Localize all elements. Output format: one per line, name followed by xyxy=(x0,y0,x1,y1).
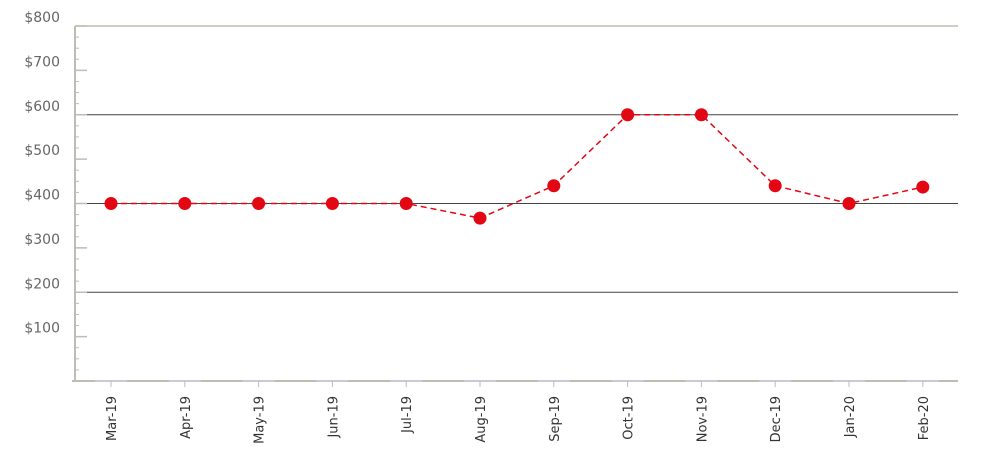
data-point xyxy=(916,180,930,194)
y-tick-label: $700 xyxy=(24,54,60,70)
data-point xyxy=(694,108,708,122)
x-tick-label: Mar-19 xyxy=(105,396,120,441)
data-point xyxy=(621,108,635,122)
x-tick-label: Nov-19 xyxy=(695,396,710,442)
x-tick-label: Sep-19 xyxy=(548,396,563,442)
data-point xyxy=(399,197,413,210)
data-point xyxy=(252,197,266,210)
y-tick-label: $500 xyxy=(24,143,60,159)
series xyxy=(104,108,930,225)
data-point xyxy=(178,197,192,210)
x-tick-label: Jul-19 xyxy=(400,396,415,434)
x-tick-label: Dec-19 xyxy=(769,396,784,442)
data-point xyxy=(842,197,856,210)
data-point xyxy=(768,179,782,193)
y-tick-label: $200 xyxy=(24,276,60,292)
y-axis-ticks: $100 $200 $300 $400 $500 $600 $700 $800 xyxy=(24,10,60,337)
x-axis-ticks: Mar-19 Apr-19 May-19 Jun-19 Jul-19 Aug-19 Sep-… xyxy=(105,396,932,444)
x-tick-label: Jun-19 xyxy=(326,396,341,439)
x-tick-label: Aug-19 xyxy=(474,396,489,443)
x-tick-label: Feb-20 xyxy=(917,396,932,440)
y-tick-label: $600 xyxy=(24,99,60,115)
y-tick-label: $800 xyxy=(24,10,60,26)
y-tick-label: $400 xyxy=(24,188,60,204)
data-point xyxy=(547,179,561,193)
x-tick-label: Apr-19 xyxy=(179,396,194,439)
y-tick-label: $100 xyxy=(24,321,60,337)
data-point xyxy=(104,197,118,210)
axes xyxy=(72,25,958,387)
data-point xyxy=(473,211,487,225)
data-point xyxy=(325,197,339,210)
x-tick-label: Oct-19 xyxy=(622,396,637,440)
gridlines xyxy=(75,114,958,293)
y-tick-label: $300 xyxy=(24,232,60,248)
series-line xyxy=(111,114,923,219)
x-tick-label: May-19 xyxy=(253,396,268,444)
x-tick-label: Jan-20 xyxy=(843,396,858,438)
